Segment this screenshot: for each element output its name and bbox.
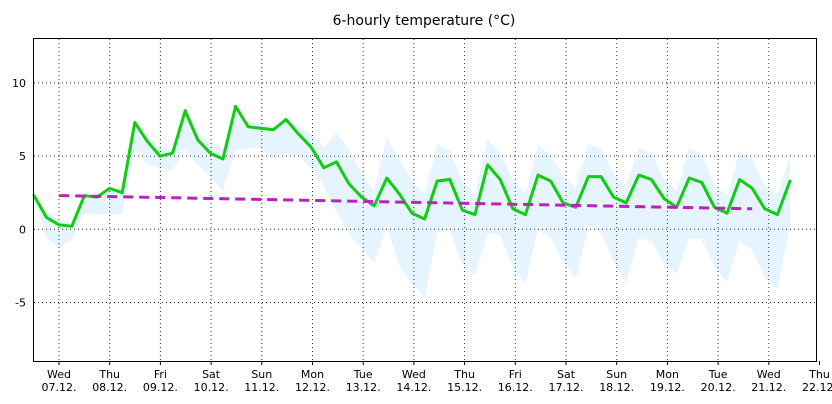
x-tick-weekday: Thu (453, 368, 475, 381)
x-tick-weekday: Sun (251, 368, 272, 381)
x-tick-weekday: Mon (301, 368, 324, 381)
x-tick-date: 10.12. (194, 381, 229, 394)
x-tick-weekday: Fri (509, 368, 522, 381)
x-tick-date: 21.12. (751, 381, 786, 394)
x-tick-weekday: Sat (557, 368, 576, 381)
x-tick-weekday: Tue (353, 368, 373, 381)
x-tick-date: 22.12. (802, 381, 832, 394)
x-tick-date: 14.12. (396, 381, 431, 394)
x-tick-date: 19.12. (650, 381, 685, 394)
x-tick-weekday: Tue (708, 368, 728, 381)
y-tick-label: 10 (12, 77, 26, 90)
x-tick-weekday: Thu (98, 368, 120, 381)
y-tick-label: 5 (19, 150, 26, 163)
x-tick-date: 15.12. (447, 381, 482, 394)
x-tick-weekday: Fri (154, 368, 167, 381)
x-axis-ticks: Wed07.12.Thu08.12.Fri09.12.Sat10.12.Sun1… (42, 361, 832, 394)
x-tick-date: 13.12. (346, 381, 381, 394)
x-tick-date: 18.12. (599, 381, 634, 394)
x-tick-date: 07.12. (42, 381, 77, 394)
x-tick-weekday: Mon (656, 368, 679, 381)
y-tick-label: -5 (15, 296, 26, 309)
x-tick-weekday: Sat (202, 368, 221, 381)
chart-title: 6-hourly temperature (°C) (333, 13, 516, 29)
y-axis-ticks: -5 0 5 10 (12, 77, 26, 310)
x-tick-date: 11.12. (244, 381, 279, 394)
y-tick-label: 0 (19, 223, 26, 236)
x-tick-date: 17.12. (549, 381, 584, 394)
x-tick-date: 09.12. (143, 381, 178, 394)
x-tick-weekday: Wed (402, 368, 426, 381)
x-tick-date: 20.12. (701, 381, 736, 394)
x-tick-date: 12.12. (295, 381, 330, 394)
x-tick-weekday: Sun (606, 368, 627, 381)
x-tick-weekday: Wed (47, 368, 71, 381)
x-tick-weekday: Wed (757, 368, 781, 381)
x-tick-weekday: Thu (808, 368, 830, 381)
x-tick-date: 16.12. (498, 381, 533, 394)
x-tick-date: 08.12. (92, 381, 127, 394)
